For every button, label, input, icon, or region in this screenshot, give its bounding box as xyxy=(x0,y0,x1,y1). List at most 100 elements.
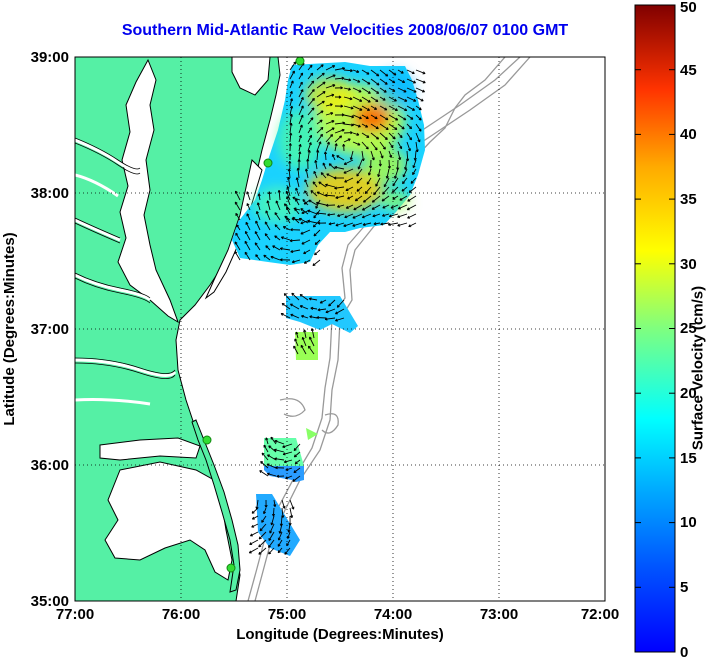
velocity-arrow xyxy=(298,124,303,134)
velocity-arrow xyxy=(343,138,351,143)
velocity-arrow-head xyxy=(267,454,270,458)
velocity-arrow xyxy=(285,475,293,480)
velocity-arrow-head xyxy=(326,141,330,145)
velocity-arrow-head xyxy=(340,86,343,89)
colorbar-tick-label: 30 xyxy=(680,256,697,273)
velocity-arrow-head xyxy=(350,131,353,134)
velocity-arrow-head xyxy=(386,136,388,140)
velocity-arrow xyxy=(279,523,283,534)
velocity-arrow-head xyxy=(363,201,366,203)
velocity-arrow-head xyxy=(290,251,294,254)
velocity-arrow-head xyxy=(375,107,377,110)
velocity-arrow xyxy=(316,317,327,319)
velocity-arrow xyxy=(343,114,354,118)
velocity-arrow xyxy=(370,141,378,151)
velocity-arrow xyxy=(379,132,388,140)
velocity-arrow xyxy=(361,78,371,85)
velocity-arrow xyxy=(265,210,271,221)
velocity-arrow xyxy=(266,463,277,469)
velocity-arrow xyxy=(254,231,261,241)
velocity-arrow xyxy=(412,159,417,168)
velocity-arrow-head xyxy=(384,89,387,93)
velocity-arrow xyxy=(370,123,379,130)
velocity-arrow-head xyxy=(313,225,316,228)
velocity-arrow xyxy=(361,141,369,150)
velocity-arrow xyxy=(280,515,283,527)
y-tick-labels: 39:00 38:00 37:00 36:00 35:00 xyxy=(31,49,69,610)
velocity-arrow xyxy=(388,87,396,92)
velocity-arrow-head xyxy=(341,113,345,116)
velocity-arrow-head xyxy=(356,69,360,73)
velocity-arrow-head xyxy=(325,184,328,187)
velocity-arrow xyxy=(350,150,354,160)
velocity-arrow-head xyxy=(282,226,286,229)
velocity-arrow xyxy=(298,114,304,125)
velocity-arrow-head xyxy=(330,134,333,136)
velocity-arrow xyxy=(281,303,291,310)
velocity-arrow-head xyxy=(377,90,380,94)
colorbar-tick-label: 40 xyxy=(680,126,697,143)
velocity-arrow-head xyxy=(270,256,273,259)
velocity-arrow xyxy=(246,203,251,211)
velocity-arrow-head xyxy=(358,142,361,146)
velocity-arrow-head xyxy=(419,117,422,121)
velocity-arrow-head xyxy=(298,151,301,154)
velocity-arrow xyxy=(397,105,408,111)
velocity-arrow xyxy=(298,72,303,80)
velocity-arrow xyxy=(294,451,301,458)
velocity-arrow xyxy=(337,213,345,217)
colorbar-tick-label: 45 xyxy=(680,62,697,79)
velocity-arrow-head xyxy=(334,166,337,170)
velocity-arrow-head xyxy=(260,461,262,465)
velocity-arrow-head xyxy=(393,136,396,140)
velocity-arrow xyxy=(294,338,299,347)
velocity-arrow xyxy=(401,186,408,192)
velocity-arrow-head xyxy=(300,97,304,100)
velocity-arrow xyxy=(390,204,399,209)
velocity-arrow-head xyxy=(389,215,392,218)
velocity-arrow xyxy=(315,199,321,209)
velocity-arrow-head xyxy=(410,126,413,129)
velocity-arrow xyxy=(307,142,312,152)
velocity-arrow xyxy=(406,69,415,74)
velocity-arrow-head xyxy=(401,70,404,74)
velocity-arrow-head xyxy=(356,190,360,192)
x-axis-label: Longitude (Degrees:Minutes) xyxy=(236,626,444,643)
velocity-arrow xyxy=(307,127,312,134)
velocity-arrow xyxy=(280,247,291,251)
velocity-arrow-head xyxy=(341,76,345,79)
velocity-arrow-head xyxy=(423,71,426,74)
velocity-arrow xyxy=(278,531,283,541)
velocity-arrow-head xyxy=(351,123,354,126)
velocity-arrow-head xyxy=(289,522,292,526)
velocity-arrow-head xyxy=(372,201,375,203)
velocity-arrow-head xyxy=(288,153,291,157)
x-tick-label: 73:00 xyxy=(480,606,518,623)
velocity-arrow xyxy=(272,507,275,517)
velocity-arrow-head xyxy=(295,177,298,181)
velocity-arrow xyxy=(361,150,364,161)
velocity-arrow xyxy=(281,507,284,518)
velocity-arrow xyxy=(397,141,402,149)
velocity-arrow-head xyxy=(410,182,414,184)
velocity-arrow-head xyxy=(349,97,353,100)
velocity-arrow xyxy=(325,134,333,143)
velocity-arrow xyxy=(316,119,323,125)
velocity-arrow xyxy=(261,452,269,461)
velocity-arrow xyxy=(343,159,354,165)
velocity-arrow xyxy=(334,129,345,134)
velocity-arrow xyxy=(398,204,408,210)
velocity-arrow xyxy=(291,218,301,221)
velocity-arrow xyxy=(373,186,381,195)
velocity-arrow xyxy=(361,96,371,103)
velocity-arrow xyxy=(325,74,336,80)
velocity-arrow xyxy=(295,198,300,206)
velocity-arrow-head xyxy=(362,224,366,227)
velocity-arrow-head xyxy=(394,72,397,76)
velocity-arrow-head xyxy=(261,452,264,456)
velocity-arrow-head xyxy=(300,89,304,92)
velocity-arrow xyxy=(304,190,309,197)
velocity-arrow-head xyxy=(386,176,389,179)
velocity-arrow xyxy=(325,308,336,313)
velocity-arrow-head xyxy=(396,117,399,121)
